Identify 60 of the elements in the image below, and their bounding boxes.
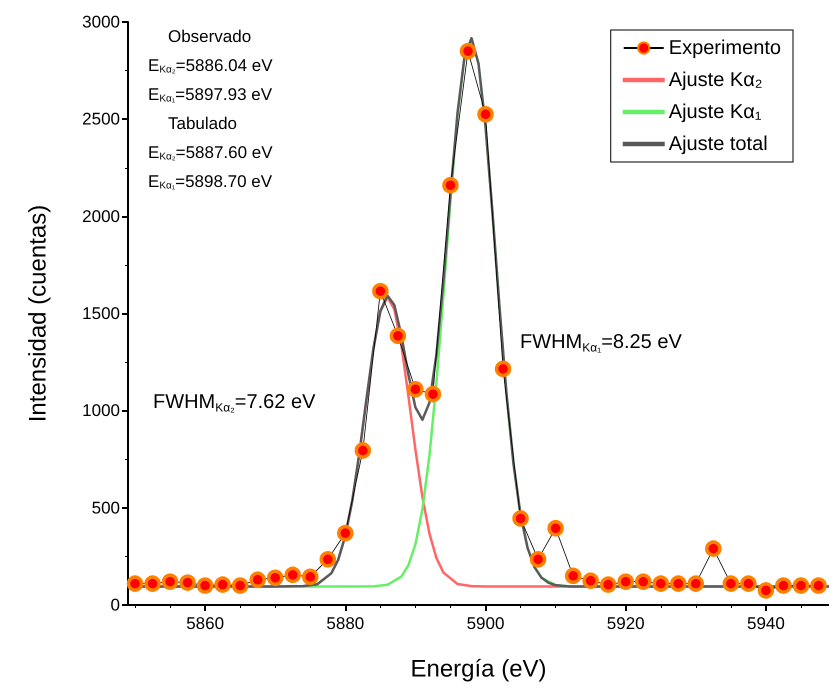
y-tick-label: 2000 xyxy=(82,206,120,226)
point xyxy=(494,360,512,378)
point xyxy=(477,106,494,123)
point xyxy=(214,576,231,593)
point xyxy=(196,577,214,594)
point xyxy=(302,568,319,586)
x-tick-label: 5940 xyxy=(746,614,785,633)
point xyxy=(320,551,336,568)
point xyxy=(266,570,284,586)
point xyxy=(424,386,442,402)
x-tick-label: 5860 xyxy=(186,614,224,633)
point xyxy=(162,573,178,590)
point xyxy=(512,510,529,527)
point xyxy=(284,566,301,584)
point xyxy=(652,575,670,592)
point xyxy=(635,573,652,590)
point xyxy=(407,381,424,398)
y-tick-label: 2500 xyxy=(82,110,120,129)
point xyxy=(460,42,476,60)
point xyxy=(758,582,774,599)
point xyxy=(144,575,161,592)
point xyxy=(442,176,459,194)
point xyxy=(775,577,792,594)
point xyxy=(792,577,810,594)
y-tick-label: 3000 xyxy=(82,12,120,32)
point xyxy=(372,282,389,300)
y-tick-label: 500 xyxy=(92,498,120,518)
legend-label: Experimento xyxy=(668,37,782,59)
point xyxy=(354,442,372,459)
y-tick-label: 0 xyxy=(110,596,120,614)
point xyxy=(126,575,144,592)
legend-label: Ajuste Kα₁ xyxy=(668,101,762,123)
point xyxy=(617,573,634,590)
point xyxy=(179,574,196,591)
x-tick-label: 5920 xyxy=(606,614,645,633)
y-tick-label: 1000 xyxy=(82,401,120,420)
point xyxy=(582,572,599,589)
legend-label: Ajuste Kα₂ xyxy=(668,69,763,91)
point xyxy=(390,328,406,344)
annotation: Observado xyxy=(168,27,252,46)
point xyxy=(564,568,582,584)
annotation: Tabulado xyxy=(168,114,238,133)
y-tick-label: 1500 xyxy=(82,304,120,323)
y-axis-title: Intensidad (cuentas) xyxy=(24,204,52,422)
point xyxy=(249,571,266,588)
legend-label: Ajuste total xyxy=(668,133,768,155)
x-axis-title: Energía (eV) xyxy=(410,656,547,682)
x-tick-label: 5900 xyxy=(466,614,504,633)
point xyxy=(688,575,704,592)
point xyxy=(600,576,616,593)
x-tick-label: 5880 xyxy=(326,614,364,633)
point xyxy=(232,577,248,594)
point xyxy=(337,524,354,542)
point xyxy=(530,551,546,568)
point xyxy=(670,575,687,592)
point xyxy=(547,520,564,536)
point xyxy=(740,575,757,592)
point xyxy=(705,540,722,557)
point xyxy=(810,577,827,594)
point xyxy=(722,575,740,592)
